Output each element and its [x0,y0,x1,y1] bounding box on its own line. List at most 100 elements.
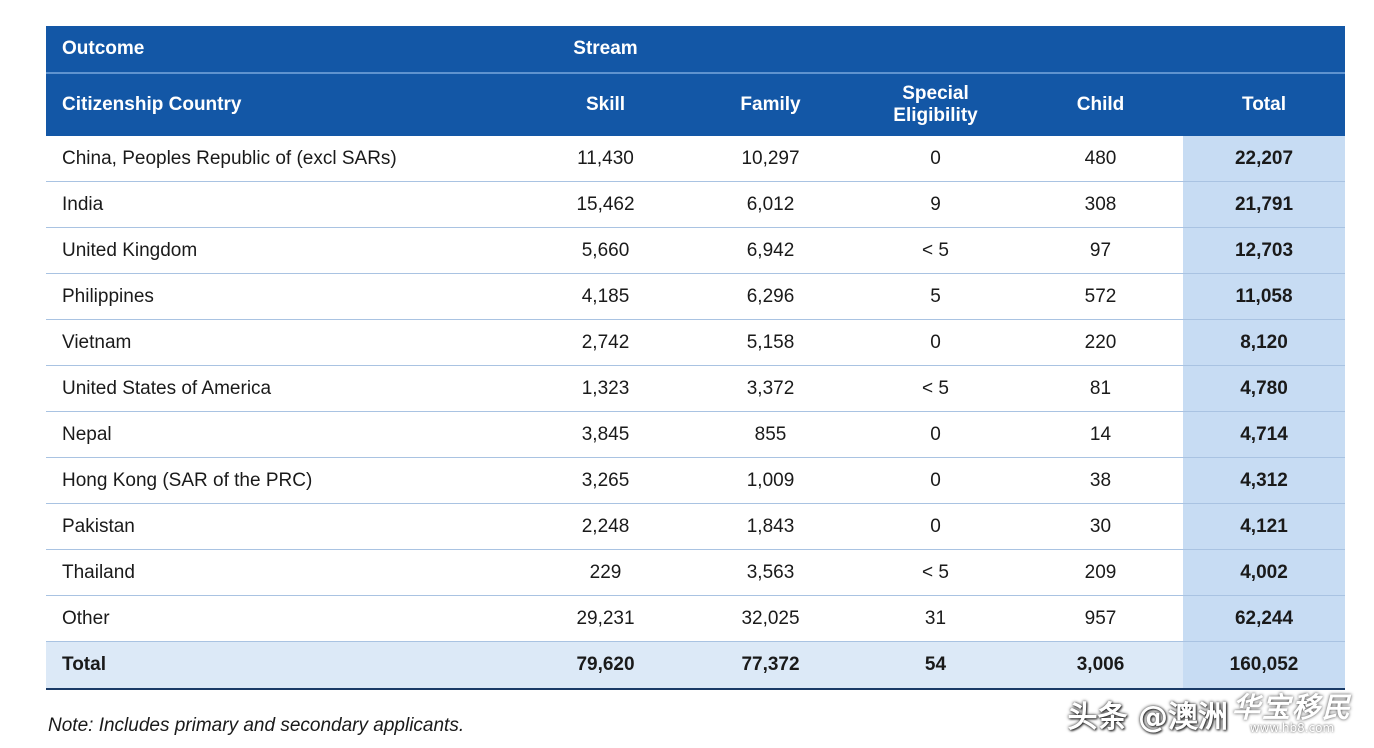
skill-cell: 229 [523,549,688,596]
skill-cell: 5,660 [523,227,688,274]
total-special-eligibility-cell: 54 [853,641,1018,690]
country-cell: India [46,181,523,228]
table-footnote: Note: Includes primary and secondary app… [48,715,465,736]
child-cell: 572 [1018,273,1183,320]
special-eligibility-cell: < 5 [853,549,1018,596]
special-eligibility-cell: 0 [853,457,1018,504]
child-cell: 220 [1018,319,1183,366]
total-row-label: Total [46,641,523,690]
table-row: Hong Kong (SAR of the PRC) 3,265 1,009 0… [46,457,1345,504]
family-cell: 855 [688,411,853,458]
data-table-container: Outcome Stream Citizenship Country Skill… [46,26,1345,690]
total-cell: 62,244 [1183,595,1345,642]
country-cell: Nepal [46,411,523,458]
family-cell: 5,158 [688,319,853,366]
visa-grants-table: Outcome Stream Citizenship Country Skill… [46,26,1345,690]
column-header-special-eligibility: Special Eligibility [853,73,1018,136]
watermark-text: 头条 @澳洲 [1067,700,1228,735]
table-row: Other 29,231 32,025 31 957 62,244 [46,595,1345,642]
table-body: China, Peoples Republic of (excl SARs) 1… [46,136,1345,690]
total-child-cell: 3,006 [1018,641,1183,690]
country-cell: Pakistan [46,503,523,550]
total-cell: 12,703 [1183,227,1345,274]
special-eligibility-cell: 9 [853,181,1018,228]
header-row-outcome: Outcome Stream [46,26,1345,74]
skill-cell: 15,462 [523,181,688,228]
special-eligibility-cell: 5 [853,273,1018,320]
watermark-logo: 华宝移民 www.hb8.com [1231,691,1352,735]
column-header-total: Total [1183,73,1345,136]
table-row: Nepal 3,845 855 0 14 4,714 [46,411,1345,458]
total-cell: 4,121 [1183,503,1345,550]
skill-cell: 29,231 [523,595,688,642]
family-cell: 10,297 [688,136,853,182]
column-header-family: Family [688,73,853,136]
child-cell: 14 [1018,411,1183,458]
table-row: Pakistan 2,248 1,843 0 30 4,121 [46,503,1345,550]
special-eligibility-cell: < 5 [853,365,1018,412]
family-cell: 3,372 [688,365,853,412]
total-cell: 22,207 [1183,136,1345,182]
column-header-skill: Skill [523,73,688,136]
table-row: Thailand 229 3,563 < 5 209 4,002 [46,549,1345,596]
table-row: Philippines 4,185 6,296 5 572 11,058 [46,273,1345,320]
table-row: United States of America 1,323 3,372 < 5… [46,365,1345,412]
stream-header-label: Stream [573,38,638,59]
total-cell: 4,312 [1183,457,1345,504]
skill-cell: 4,185 [523,273,688,320]
country-cell: Vietnam [46,319,523,366]
child-cell: 957 [1018,595,1183,642]
child-cell: 209 [1018,549,1183,596]
family-cell: 6,296 [688,273,853,320]
special-header-line2: Eligibility [893,105,978,126]
family-cell: 3,563 [688,549,853,596]
total-cell: 21,791 [1183,181,1345,228]
special-eligibility-cell: 0 [853,136,1018,182]
watermark: 头条 @澳洲 华宝移民 www.hb8.com [1068,692,1352,736]
special-eligibility-cell: < 5 [853,227,1018,274]
special-eligibility-cell: 0 [853,411,1018,458]
table-row: Vietnam 2,742 5,158 0 220 8,120 [46,319,1345,366]
special-eligibility-cell: 31 [853,595,1018,642]
child-cell: 81 [1018,365,1183,412]
table-row: United Kingdom 5,660 6,942 < 5 97 12,703 [46,227,1345,274]
family-cell: 1,843 [688,503,853,550]
country-cell: United States of America [46,365,523,412]
country-cell: Other [46,595,523,642]
country-cell: Hong Kong (SAR of the PRC) [46,457,523,504]
family-cell: 1,009 [688,457,853,504]
family-cell: 32,025 [688,595,853,642]
total-cell: 11,058 [1183,273,1345,320]
grand-total-cell: 160,052 [1183,641,1345,690]
child-cell: 308 [1018,181,1183,228]
family-cell: 6,942 [688,227,853,274]
child-cell: 480 [1018,136,1183,182]
family-cell: 6,012 [688,181,853,228]
total-skill-cell: 79,620 [523,641,688,690]
skill-cell: 3,845 [523,411,688,458]
child-cell: 38 [1018,457,1183,504]
total-cell: 4,002 [1183,549,1345,596]
table-row: China, Peoples Republic of (excl SARs) 1… [46,136,1345,182]
table-row: India 15,462 6,012 9 308 21,791 [46,181,1345,228]
table-total-row: Total 79,620 77,372 54 3,006 160,052 [46,641,1345,690]
skill-cell: 3,265 [523,457,688,504]
country-cell: United Kingdom [46,227,523,274]
total-family-cell: 77,372 [688,641,853,690]
skill-cell: 11,430 [523,136,688,182]
total-cell: 4,714 [1183,411,1345,458]
watermark-logo-url: www.hb8.com [1249,721,1335,735]
skill-cell: 1,323 [523,365,688,412]
country-cell: Thailand [46,549,523,596]
country-cell: Philippines [46,273,523,320]
skill-cell: 2,742 [523,319,688,366]
header-row-columns: Citizenship Country Skill Family Special… [46,73,1345,136]
column-header-country: Citizenship Country [46,73,523,136]
column-header-child: Child [1018,73,1183,136]
stream-header: Stream [523,26,1345,74]
child-cell: 97 [1018,227,1183,274]
watermark-logo-text: 华宝移民 [1231,691,1352,724]
special-eligibility-cell: 0 [853,503,1018,550]
outcome-header: Outcome [46,26,523,74]
skill-cell: 2,248 [523,503,688,550]
